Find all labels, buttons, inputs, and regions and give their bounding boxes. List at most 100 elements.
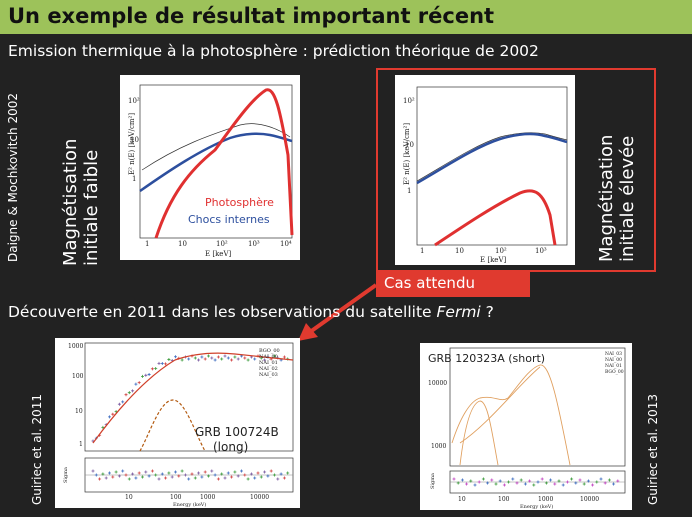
data-cross bbox=[170, 475, 174, 479]
data-cross bbox=[263, 358, 267, 362]
data-cross bbox=[193, 476, 197, 480]
data-cross bbox=[200, 475, 204, 479]
title-bar bbox=[0, 0, 692, 34]
data-cross bbox=[452, 477, 456, 481]
data-cross bbox=[578, 478, 582, 482]
y-tick-label: 10² bbox=[128, 97, 140, 105]
data-cross bbox=[124, 393, 128, 397]
data-cross bbox=[553, 482, 557, 486]
data-cross bbox=[164, 362, 168, 366]
data-cross bbox=[213, 358, 217, 362]
data-cross bbox=[117, 402, 121, 406]
data-cross bbox=[469, 479, 473, 483]
plot-bottom-left: GRB 100724B (long) BGO_00 NAI_00 NAI_01 … bbox=[55, 338, 300, 508]
axes-frame bbox=[449, 347, 626, 467]
data-cross bbox=[141, 475, 144, 479]
x-tick-label: 1000 bbox=[538, 496, 553, 503]
data-cross bbox=[101, 425, 105, 429]
plot-bg bbox=[395, 75, 575, 265]
data-cross bbox=[536, 480, 540, 484]
plot-bg bbox=[55, 338, 300, 508]
panel-label: Magnétisation initiale faible bbox=[60, 139, 102, 266]
data-cross bbox=[494, 482, 498, 486]
data-cross bbox=[154, 366, 158, 370]
arrow-shaft bbox=[308, 283, 378, 334]
curve bbox=[141, 123, 291, 171]
data-cross bbox=[134, 382, 138, 386]
panel-label: Magnétisation initiale élevée bbox=[596, 135, 638, 262]
data-cross bbox=[94, 473, 98, 477]
grb-label: GRB 120323A (short) bbox=[428, 352, 545, 365]
data-cross bbox=[612, 482, 616, 486]
data-cross bbox=[273, 473, 276, 477]
data-cross bbox=[150, 469, 154, 473]
data-cross bbox=[216, 477, 220, 481]
curve-internal-shocks bbox=[139, 132, 293, 193]
data-cross bbox=[200, 355, 204, 359]
data-cross bbox=[144, 373, 148, 377]
data-cross bbox=[243, 473, 247, 477]
y-tick-label: 10 bbox=[75, 408, 83, 415]
data-cross bbox=[210, 469, 214, 473]
data-cross bbox=[131, 472, 135, 476]
data-cross bbox=[127, 477, 131, 481]
data-cross bbox=[544, 481, 548, 485]
axes-frame bbox=[416, 86, 568, 246]
data-cross bbox=[249, 472, 253, 476]
data-cross bbox=[233, 470, 237, 474]
y-tick-label: 100 bbox=[72, 373, 84, 380]
data-cross bbox=[236, 357, 240, 361]
x-tick-label: 10³ bbox=[535, 247, 547, 255]
data-cross bbox=[167, 471, 171, 475]
y-tick-label: 1 bbox=[132, 175, 136, 183]
data-cross bbox=[279, 472, 283, 476]
grb-kind: (long) bbox=[213, 440, 248, 454]
data-cross bbox=[266, 474, 270, 478]
data-cross bbox=[456, 481, 460, 485]
data-cross bbox=[226, 471, 230, 475]
data-cross bbox=[490, 478, 494, 482]
label-line: Magnétisation bbox=[596, 134, 617, 262]
nonthermal-component bbox=[459, 366, 541, 444]
data-cross bbox=[511, 477, 515, 481]
data-cross bbox=[595, 480, 599, 484]
data-cross bbox=[154, 473, 158, 477]
data-cross bbox=[276, 477, 280, 481]
data-cross bbox=[144, 470, 148, 474]
x-axis-label: Energy (keV) bbox=[173, 501, 206, 508]
x-tick-label: 1 bbox=[420, 247, 424, 255]
data-cross bbox=[167, 358, 171, 362]
x-tick-label: 10000 bbox=[250, 494, 269, 501]
plot-left: Photosphère Chocs internes 1 10 10² 10³ … bbox=[120, 75, 300, 260]
data-cross bbox=[507, 480, 511, 484]
data-cross bbox=[599, 477, 603, 481]
legend-entry: BGO_00 bbox=[259, 348, 280, 354]
reference: Daigne & Mochkovitch 2002 bbox=[6, 93, 20, 262]
data-cross bbox=[108, 471, 111, 475]
thermal-component bbox=[459, 400, 499, 466]
y-tick-label: 10² bbox=[403, 97, 415, 105]
data-cross bbox=[603, 481, 607, 485]
plot-bg bbox=[120, 75, 300, 260]
data-cross bbox=[465, 482, 469, 486]
x-tick-label: 100 bbox=[170, 494, 182, 501]
data-cross bbox=[515, 481, 519, 485]
data-cross bbox=[243, 356, 247, 360]
grb-label: GRB 100724B bbox=[195, 425, 279, 439]
x-tick-label: 100 bbox=[498, 496, 510, 503]
data-cross bbox=[236, 474, 240, 478]
reference: Guiriec et al. 2011 bbox=[30, 393, 44, 505]
data-cross bbox=[177, 474, 181, 478]
data-cross bbox=[108, 415, 111, 419]
x-tick-label: 10 bbox=[455, 247, 464, 255]
data-cross bbox=[147, 372, 151, 376]
data-cross bbox=[570, 477, 574, 481]
data-cross bbox=[183, 473, 187, 477]
data-cross bbox=[557, 479, 561, 483]
data-cross bbox=[197, 471, 201, 475]
data-cross bbox=[197, 358, 201, 362]
data-cross bbox=[150, 367, 154, 371]
data-cross bbox=[223, 354, 227, 358]
x-tick-label: 1000 bbox=[200, 494, 215, 501]
